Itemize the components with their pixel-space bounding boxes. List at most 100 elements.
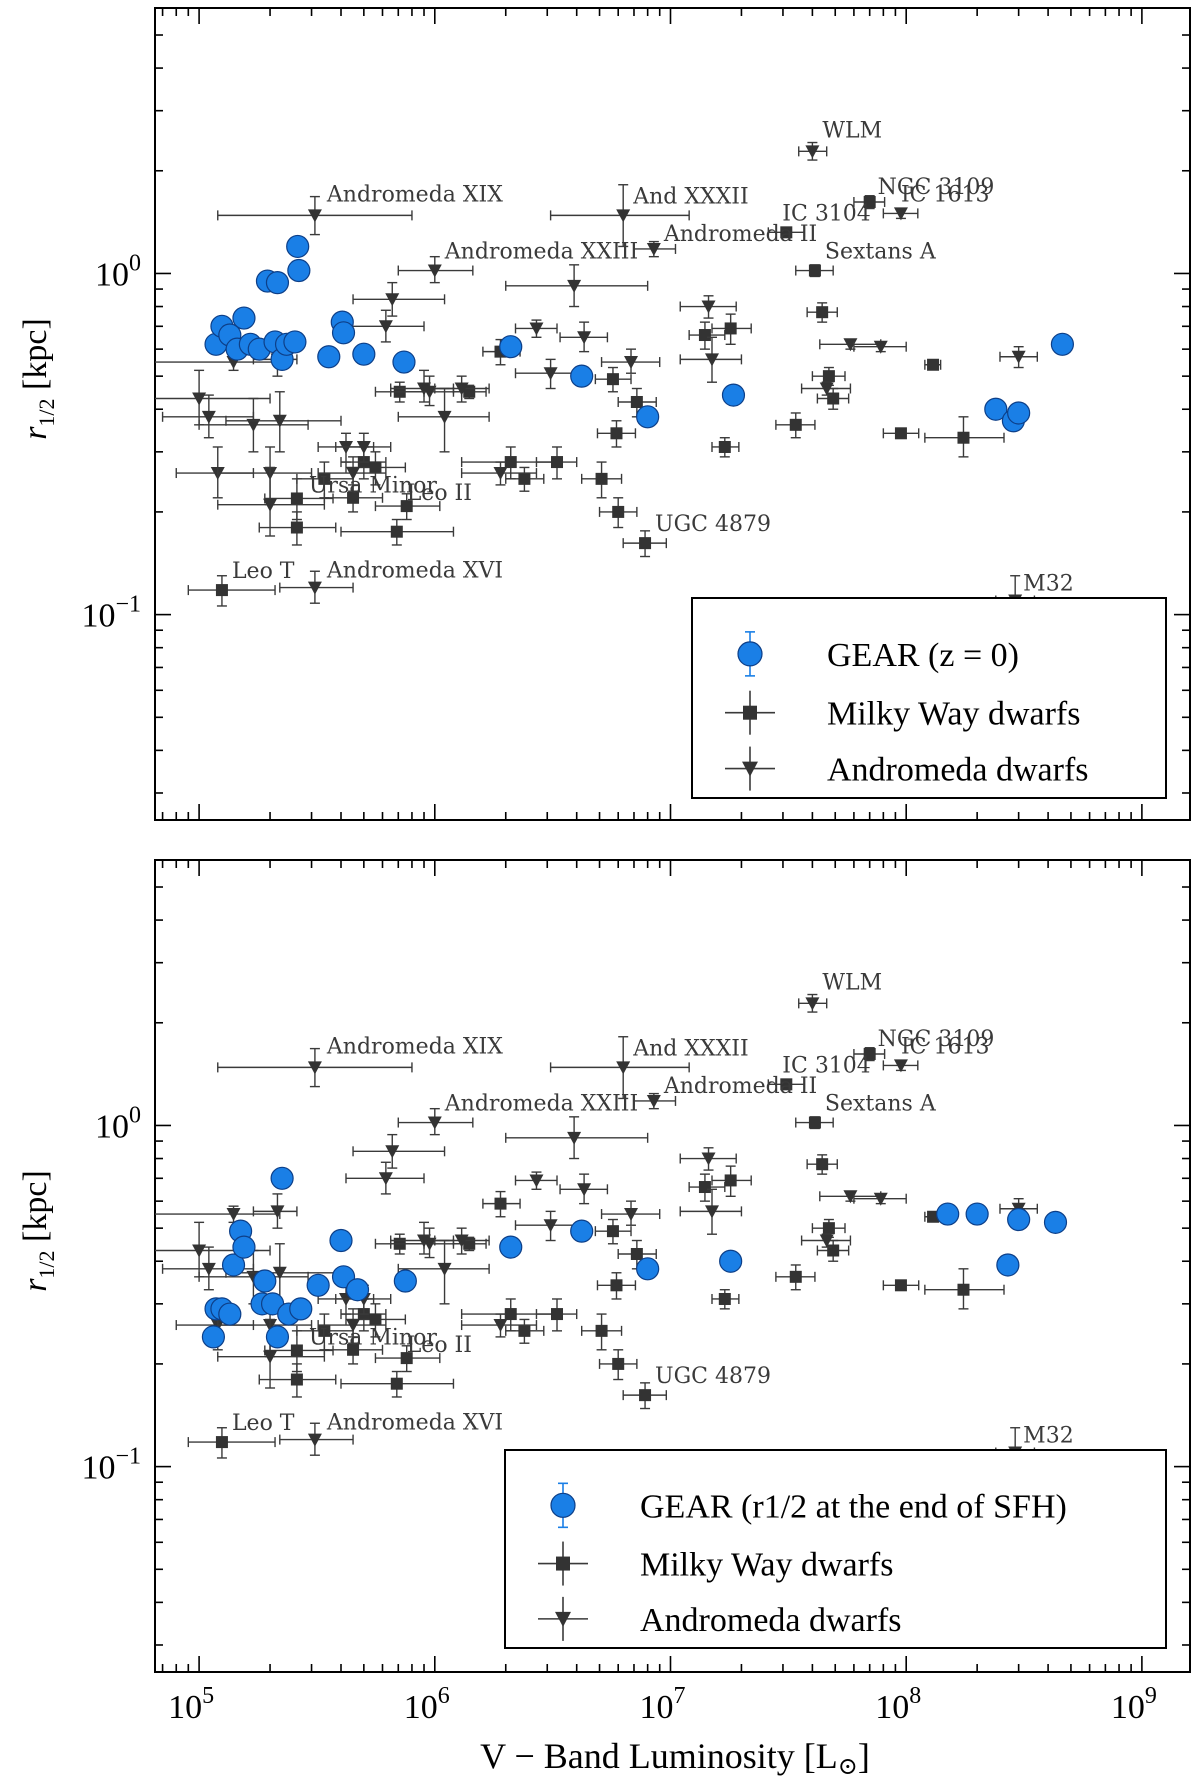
plot-frame (154, 7, 1191, 821)
milky-way-marker (718, 440, 731, 453)
gear-point (306, 1273, 330, 1297)
milky-way-marker (595, 472, 608, 485)
legend-milky-way-marker (556, 1556, 570, 1571)
annotation-label: WLM (822, 118, 882, 143)
gear-point (392, 350, 416, 374)
gear-point (1043, 1210, 1068, 1234)
milky-way-marker (894, 1279, 907, 1292)
milky-way-marker (789, 1270, 802, 1283)
andromeda-marker (577, 1183, 592, 1197)
milky-way-marker (698, 329, 711, 342)
milky-way-marker (724, 1174, 737, 1187)
annotation-label: Andromeda XIX (326, 1034, 503, 1059)
legend: GEAR (r1/2 at the end of SFH) Milky Way d… (504, 1449, 1167, 1649)
milky-way-marker (390, 1377, 403, 1390)
panel-bottom: 10−1 100 105 106 107 108 109 r1/2 [kpc] Leo T Urs… (17, 859, 1191, 1726)
andromeda-marker (201, 410, 216, 424)
gear-point (317, 345, 341, 369)
y-axis-label: r1/2 [kpc] (17, 318, 59, 440)
x-tick-label: 108 (875, 1683, 921, 1726)
gear-point (287, 258, 311, 283)
andromeda-marker (422, 1237, 437, 1251)
andromeda-marker (307, 209, 322, 223)
gear-point (232, 306, 256, 330)
andromeda-marker (529, 322, 544, 336)
andromeda-marker (356, 440, 371, 454)
annotation-label: Andromeda II (663, 1074, 817, 1099)
gear-point (499, 335, 523, 359)
milky-way-marker (290, 492, 303, 505)
andromeda-marker (873, 1192, 888, 1206)
milky-way-marker (863, 195, 876, 208)
andromeda-marker (493, 467, 508, 481)
legend-milky-way-label: Milky Way dwarfs (640, 1547, 894, 1584)
plot-area (155, 141, 1075, 616)
andromeda-marker (307, 1061, 322, 1075)
gear-point (1050, 332, 1075, 356)
annotation-label: Leo II (407, 1333, 472, 1358)
y-tick-label: 100 (95, 1102, 141, 1145)
legend-milky-way-label: Milky Way dwarfs (827, 696, 1081, 733)
andromeda-marker (624, 1208, 639, 1222)
milky-way-marker (369, 461, 382, 474)
andromeda-marker (346, 467, 361, 481)
gear-point (283, 330, 307, 354)
milky-way-marker (400, 1352, 413, 1365)
milky-way-marker (318, 472, 331, 485)
andromeda-marker (819, 1234, 834, 1248)
x-axis-label: V − Band Luminosity [L⊙] (480, 1736, 870, 1779)
andromeda-marker (701, 1152, 716, 1166)
andromeda-marker (577, 331, 592, 345)
milky-way-marker (863, 1047, 876, 1060)
milky-way-marker (595, 1324, 608, 1337)
annotation-label: Ursa Minor (309, 1325, 437, 1350)
andromeda-marker (805, 145, 820, 159)
gear-point (393, 1269, 417, 1293)
annotation-label: Sextans A (825, 240, 937, 265)
andromeda-marker (226, 1208, 241, 1222)
andromeda-marker (493, 1319, 508, 1333)
andromeda-marker (543, 1219, 558, 1233)
andromeda-marker (378, 1172, 393, 1186)
annotation-label: M32 (1023, 1423, 1074, 1448)
annotation-label: Andromeda II (663, 222, 817, 247)
milky-way-marker (894, 427, 907, 440)
milky-way-marker (504, 456, 517, 469)
andromeda-marker (437, 1262, 452, 1276)
x-tick-label: 106 (404, 1683, 450, 1726)
legend-gear-marker (550, 1492, 576, 1518)
andromeda-marker (529, 1174, 544, 1188)
andromeda-marker (263, 1350, 278, 1364)
y-tick-label: 10−1 (81, 1444, 141, 1487)
legend-andromeda-marker (742, 761, 758, 777)
annotation-label: Leo T (232, 559, 295, 584)
milky-way-marker (822, 1222, 835, 1235)
legend-andromeda-label: Andromeda dwarfs (640, 1602, 902, 1639)
annotation-label: WLM (822, 970, 882, 995)
error-bar (352, 1133, 446, 1169)
gear-point (636, 405, 660, 429)
milky-way-marker (215, 584, 228, 597)
milky-way-marker (551, 1308, 564, 1321)
gear-point (221, 1253, 246, 1277)
milky-way-marker (789, 418, 802, 431)
y-tick-label: 100 (95, 250, 141, 293)
andromeda-marker (843, 1190, 858, 1204)
andromeda-marker (417, 382, 432, 396)
milky-way-marker (639, 1389, 652, 1402)
milky-way-marker (610, 1279, 623, 1292)
milky-way-marker (927, 1210, 940, 1223)
legend-gear-marker (737, 641, 763, 667)
andromeda-marker (192, 392, 207, 406)
milky-way-marker (610, 427, 623, 440)
gear-point (352, 342, 376, 366)
legend-gear-label: GEAR (z = 0) (827, 637, 1019, 674)
milky-way-marker (290, 1373, 303, 1386)
andromeda-marker (805, 997, 820, 1011)
annotation-label: Andromeda XIX (326, 182, 503, 207)
annotation-label: Andromeda XXIII (444, 1092, 638, 1117)
andromeda-marker (427, 1116, 442, 1130)
milky-way-marker (630, 395, 643, 408)
gear-point (1007, 401, 1031, 425)
